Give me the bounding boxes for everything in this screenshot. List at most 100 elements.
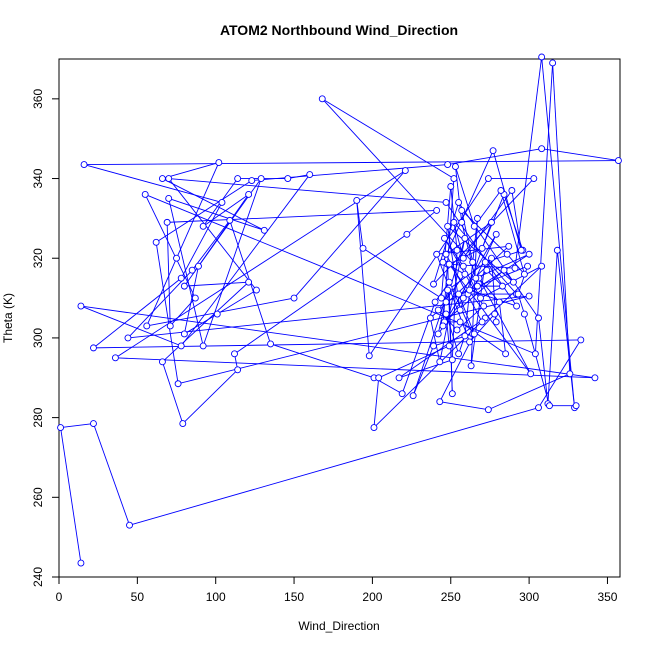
series-segment [373, 377, 380, 428]
data-point [177, 274, 185, 282]
data-point [165, 175, 173, 182]
series-segment [93, 277, 182, 349]
data-point [57, 424, 65, 432]
series-segment [356, 200, 370, 356]
data-point [525, 250, 533, 258]
series-segment [541, 56, 576, 408]
data-point [520, 310, 528, 318]
series-segment [321, 98, 474, 263]
data-point [442, 298, 450, 306]
series-segment [556, 250, 576, 408]
series-segment [440, 186, 452, 299]
chart-title: ATOM2 Northbound Wind_Direction [220, 22, 458, 38]
data-point [409, 392, 417, 400]
data-point [430, 280, 437, 288]
series-segment [517, 266, 528, 295]
data-point [166, 322, 174, 330]
data-point [572, 402, 580, 410]
series-segment [234, 233, 408, 355]
data-point [492, 230, 500, 238]
data-point [553, 246, 561, 254]
series-segment [445, 202, 517, 307]
data-point [191, 294, 199, 302]
data-point [503, 250, 511, 258]
data-point [549, 59, 557, 67]
data-point [455, 350, 463, 358]
series-segment [523, 313, 550, 406]
series-segment [60, 423, 94, 429]
data-point [531, 350, 539, 358]
x-tick-label: 250 [441, 590, 461, 604]
data-point [472, 274, 480, 282]
data-point [306, 171, 314, 179]
data-point [456, 306, 464, 314]
series-segment [180, 174, 311, 347]
data-point [500, 266, 508, 274]
x-tick-label: 300 [519, 590, 539, 604]
data-point [80, 161, 88, 169]
data-point [461, 234, 469, 242]
data-point [483, 266, 491, 274]
series-segment [517, 293, 525, 315]
data-point [433, 206, 441, 214]
y-tick-label: 240 [31, 567, 45, 587]
series-segment [168, 178, 257, 291]
data-point [442, 250, 450, 258]
data-point [218, 198, 226, 206]
series-segment [439, 401, 489, 411]
series-segment [456, 305, 484, 331]
series-segment [161, 361, 184, 424]
data-point [497, 187, 505, 194]
data-point [453, 326, 461, 334]
series-segment [184, 313, 218, 335]
data-point [442, 310, 450, 318]
data-point [511, 264, 519, 272]
series-segment [166, 222, 171, 326]
data-point [231, 350, 238, 358]
data-point [546, 402, 553, 410]
series-segment [362, 247, 442, 299]
data-point [499, 282, 506, 290]
data-point [444, 161, 452, 169]
series-segment [500, 190, 525, 275]
data-point [353, 197, 361, 204]
series-segment [445, 222, 492, 255]
data-point [508, 187, 516, 194]
data-point [188, 266, 196, 274]
data-point [461, 270, 469, 278]
data-point [452, 163, 459, 171]
series-segment [184, 281, 249, 287]
data-point [473, 282, 481, 290]
data-point [491, 310, 499, 318]
data-point [495, 298, 503, 306]
data-point [455, 198, 463, 206]
data-point [444, 222, 452, 230]
y-axis-label: Theta (K) [1, 293, 15, 343]
data-point [439, 258, 447, 266]
series-segment [498, 302, 507, 354]
data-point [445, 342, 453, 350]
data-point [248, 177, 256, 184]
series-segment [162, 178, 265, 231]
data-point [520, 270, 528, 278]
y-tick-label: 300 [31, 328, 45, 348]
data-point [481, 258, 489, 266]
data-point [459, 262, 467, 270]
series-segment [129, 407, 539, 526]
data-point [467, 362, 475, 370]
x-axis-label: Wind_Direction [298, 619, 379, 633]
data-point [143, 322, 151, 330]
data-point [525, 292, 533, 300]
series-segment [144, 194, 196, 299]
y-tick-label: 260 [31, 487, 45, 507]
data-point [488, 218, 495, 226]
y-tick-label: 360 [31, 89, 45, 109]
data-point [180, 282, 188, 290]
data-point [179, 420, 187, 428]
data-point [290, 294, 298, 302]
series-segment [162, 162, 219, 179]
data-point [461, 332, 469, 340]
series-segment [538, 339, 582, 408]
series-segment [93, 423, 130, 526]
series-segment [168, 198, 204, 346]
